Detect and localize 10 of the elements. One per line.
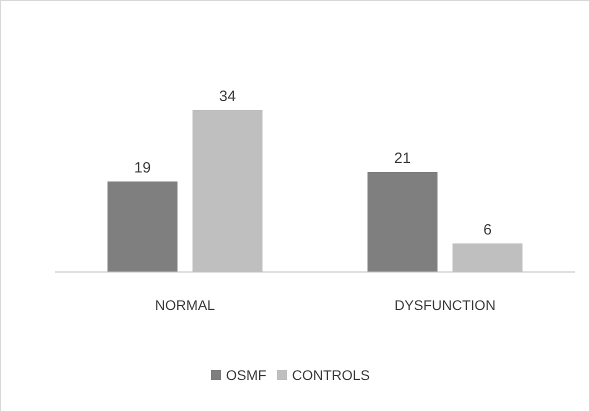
legend-label: CONTROLS — [292, 367, 370, 383]
x-tick-label: DYSFUNCTION — [394, 297, 496, 313]
bar — [108, 181, 178, 272]
legend-label: OSMF — [226, 367, 266, 383]
data-label: 21 — [394, 150, 411, 167]
data-label: 34 — [219, 88, 236, 105]
data-label: 19 — [134, 159, 151, 176]
x-tick-label: NORMAL — [155, 297, 216, 313]
bar — [368, 172, 438, 272]
data-label: 6 — [483, 221, 492, 238]
